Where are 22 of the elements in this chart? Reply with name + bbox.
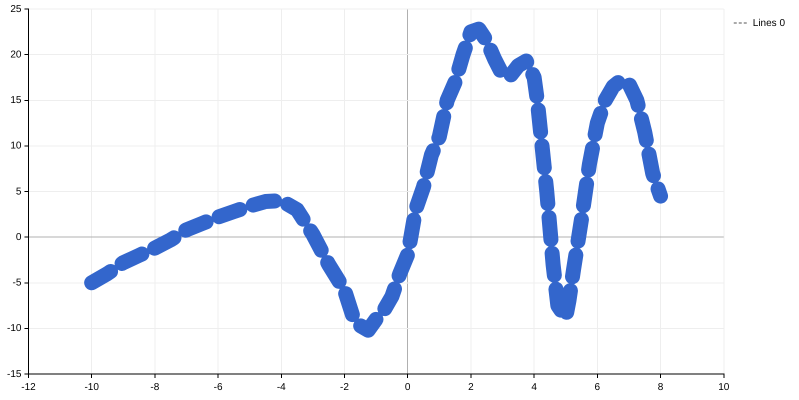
x-tick-label: -6 <box>214 382 223 393</box>
y-tick-label: 0 <box>16 232 22 243</box>
x-tick-label: -2 <box>340 382 350 393</box>
x-tick-label: -4 <box>276 382 286 393</box>
text: Lines 0 <box>752 18 786 29</box>
x-tick-label: 0 <box>404 382 411 393</box>
x-tick-label: 8 <box>658 382 664 393</box>
x-tick-label: -10 <box>84 382 100 393</box>
y-tick-label: 20 <box>10 49 22 60</box>
y-tick-label: 10 <box>10 140 22 152</box>
y-tick-label: -10 <box>7 323 22 334</box>
x-tick-label: 4 <box>531 382 538 393</box>
y-tick-label: 15 <box>10 95 22 106</box>
x-tick-label: 6 <box>594 382 601 393</box>
y-tick-label: -15 <box>7 368 22 380</box>
y-tick-label: -5 <box>12 278 22 288</box>
x-tick-label: 10 <box>718 382 730 393</box>
x-tick-label: 2 <box>468 382 474 393</box>
x-tick-label: -8 <box>150 382 160 393</box>
y-tick-label: 5 <box>16 186 22 198</box>
y-tick-label: 25 <box>10 4 22 15</box>
x-tick-label: -12 <box>21 382 36 393</box>
